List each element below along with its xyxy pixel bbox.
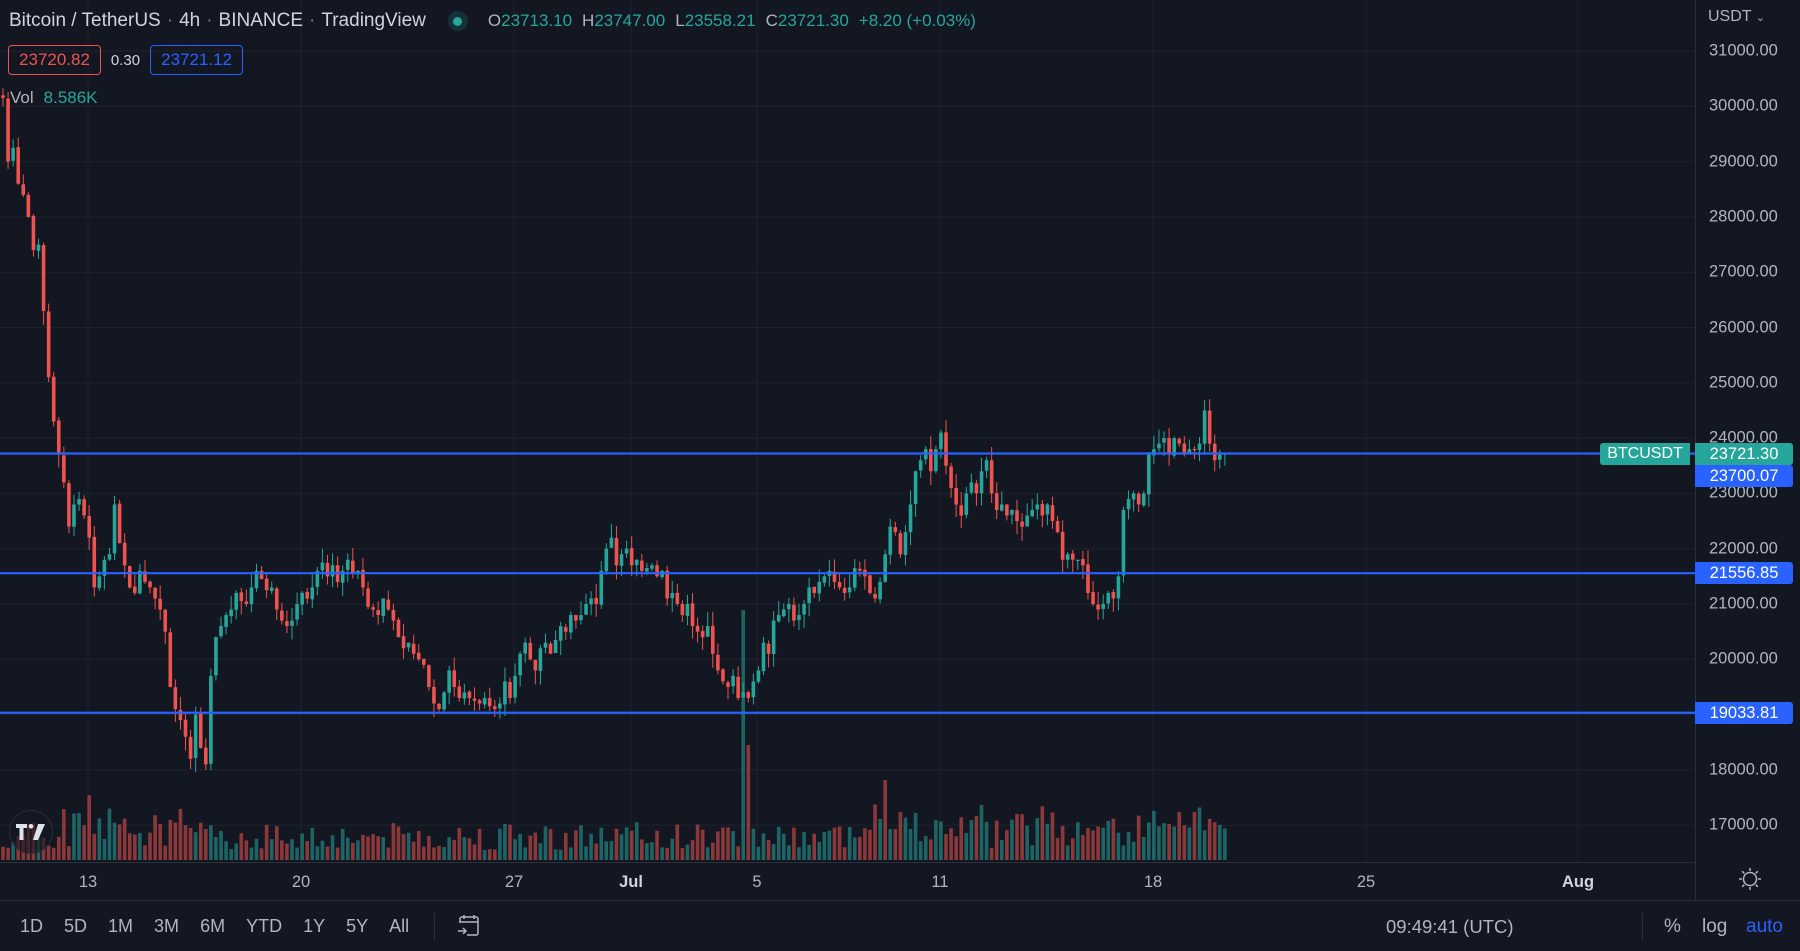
quote-row: 23720.82 0.30 23721.12 xyxy=(8,45,244,75)
price-tick: 30000.00 xyxy=(1709,96,1778,115)
price-tick: 26000.00 xyxy=(1709,318,1778,336)
volume-value: 8.586K xyxy=(43,88,98,107)
log-scale-toggle[interactable]: log xyxy=(1702,916,1728,937)
sell-price-button[interactable]: 23720.82 xyxy=(8,45,101,75)
interval: 4h xyxy=(179,10,201,31)
price-tick: 23000.00 xyxy=(1709,483,1778,502)
percent-scale-toggle[interactable]: % xyxy=(1664,916,1681,937)
horizontal-lines[interactable] xyxy=(0,452,1695,714)
price-tick: 29000.00 xyxy=(1709,152,1778,171)
price-tick: 21000.00 xyxy=(1709,594,1778,613)
high-value: 23747.00 xyxy=(594,11,666,30)
volume-legend[interactable]: Vol 8.586K xyxy=(10,88,98,108)
volume-label: Vol xyxy=(10,88,34,107)
change-value: +8.20 (+0.03%) xyxy=(858,11,976,30)
time-tick: Aug xyxy=(1561,873,1595,891)
clock-timezone[interactable]: 09:49:41 (UTC) xyxy=(1386,916,1514,937)
hline-price-label[interactable]: 21556.85 xyxy=(1695,562,1793,585)
divider xyxy=(434,913,435,941)
time-tick: 13 xyxy=(78,873,98,891)
chevron-down-icon: ⌄ xyxy=(1755,12,1765,24)
divider xyxy=(1642,913,1643,941)
auto-scale-toggle[interactable]: auto xyxy=(1746,916,1783,937)
bottom-toolbar: 1D 5D 1M 3M 6M YTD 1Y 5Y All 09:49:41 (U… xyxy=(0,900,1800,951)
candlesticks xyxy=(1,88,1227,773)
grid-lines xyxy=(0,0,1695,862)
time-axis[interactable]: 13 20 27 Jul 5 11 18 25 Aug xyxy=(0,862,1695,901)
exchange: BINANCE xyxy=(218,10,303,31)
open-value: 23713.10 xyxy=(501,11,573,30)
time-tick: 27 xyxy=(504,873,524,891)
time-tick: 20 xyxy=(291,873,311,891)
range-5y-button[interactable]: 5Y xyxy=(346,916,369,936)
time-tick: 11 xyxy=(931,873,949,891)
range-3m-button[interactable]: 3M xyxy=(154,916,180,936)
source: TradingView xyxy=(321,10,426,31)
buy-price-button[interactable]: 23721.12 xyxy=(150,45,244,75)
time-tick: 18 xyxy=(1143,873,1163,891)
price-tick: 27000.00 xyxy=(1709,262,1778,281)
price-tick: 22000.00 xyxy=(1709,539,1778,558)
ohlc-values: O23713.10 H23747.00 L23558.21 C23721.30 … xyxy=(487,11,976,30)
time-tick: Jul xyxy=(619,873,643,891)
price-tick: 28000.00 xyxy=(1709,207,1778,226)
symbol-name: Bitcoin / TetherUS xyxy=(9,10,161,31)
time-tick: 5 xyxy=(752,873,762,891)
currency-selector[interactable]: USDT ⌄ xyxy=(1708,8,1765,25)
price-tick: 25000.00 xyxy=(1709,373,1778,392)
range-all-button[interactable]: All xyxy=(389,916,410,936)
price-tick: 24000.00 xyxy=(1709,428,1778,447)
last-price-label: 23721.30 xyxy=(1695,442,1793,465)
low-value: 23558.21 xyxy=(684,11,756,30)
spread-value: 0.30 xyxy=(110,51,141,69)
price-tick: 31000.00 xyxy=(1709,41,1778,60)
go-to-date-calendar-icon[interactable] xyxy=(456,913,482,939)
range-5d-button[interactable]: 5D xyxy=(64,916,88,936)
price-tick: 18000.00 xyxy=(1709,760,1778,779)
price-tick: 20000.00 xyxy=(1709,649,1778,668)
chart-settings-gear-icon[interactable] xyxy=(1735,866,1765,896)
range-1m-button[interactable]: 1M xyxy=(108,916,134,936)
hline-price-label[interactable]: 23700.07 xyxy=(1695,465,1793,487)
price-tick: 17000.00 xyxy=(1709,815,1778,834)
symbol-legend[interactable]: Bitcoin / TetherUS · 4h · BINANCE · Trad… xyxy=(9,10,976,31)
close-value: 23721.30 xyxy=(777,11,849,30)
range-ytd-button[interactable]: YTD xyxy=(246,916,283,936)
market-status-icon[interactable] xyxy=(447,11,468,31)
tradingview-logo-icon[interactable] xyxy=(9,810,53,854)
hline-price-label[interactable]: 19033.81 xyxy=(1695,701,1793,724)
date-range-buttons: 1D 5D 1M 3M 6M YTD 1Y 5Y All xyxy=(20,916,430,937)
time-tick: 25 xyxy=(1356,873,1376,891)
chart-canvas[interactable] xyxy=(0,0,1800,900)
symbol-price-label: BTCUSDT xyxy=(1600,442,1690,465)
range-6m-button[interactable]: 6M xyxy=(200,916,226,936)
range-1y-button[interactable]: 1Y xyxy=(303,916,326,936)
range-1d-button[interactable]: 1D xyxy=(20,916,44,936)
volume-bars xyxy=(1,610,1227,860)
